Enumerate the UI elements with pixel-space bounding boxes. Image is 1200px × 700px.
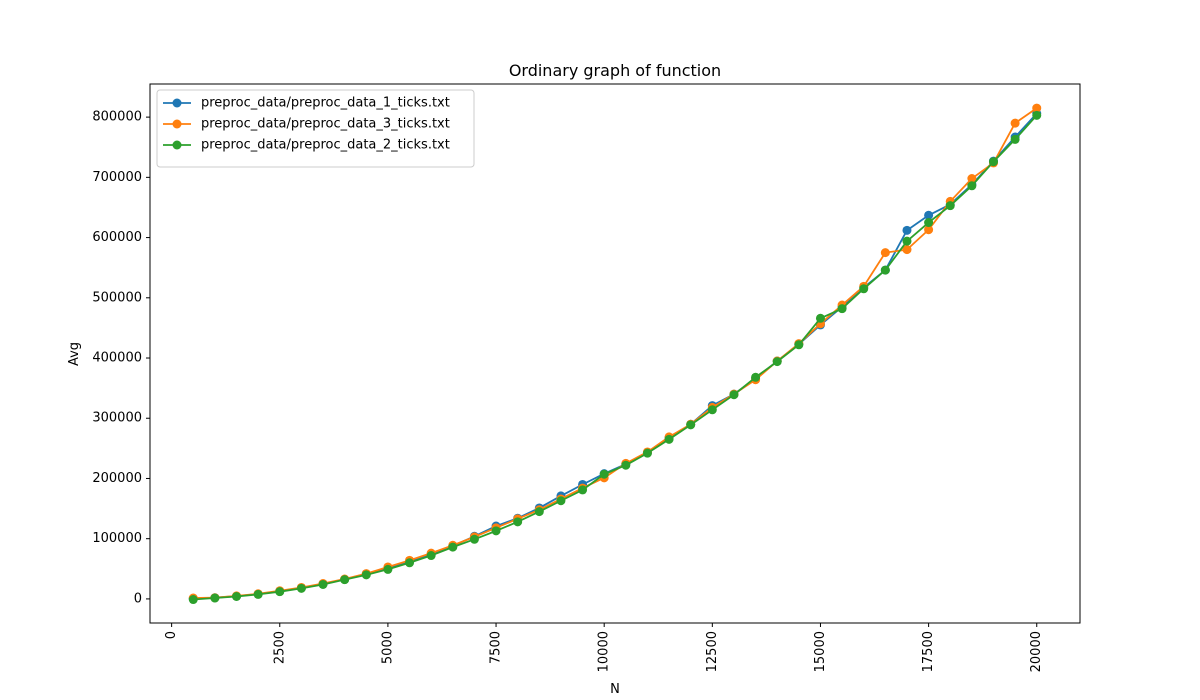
- legend-label: preproc_data/preproc_data_3_ticks.txt: [201, 117, 450, 132]
- data-point: [902, 245, 912, 255]
- data-point: [340, 575, 350, 585]
- legend-box: [156, 89, 475, 168]
- data-point: [751, 372, 761, 382]
- data-point: [707, 405, 717, 415]
- data-point: [491, 526, 501, 536]
- data-point: [361, 570, 371, 580]
- legend-marker: [172, 98, 182, 108]
- data-point: [642, 448, 652, 458]
- y-tick-label: 700000: [92, 170, 142, 185]
- data-point: [578, 485, 588, 495]
- data-point: [599, 469, 609, 479]
- y-tick-label: 800000: [92, 110, 142, 125]
- x-tick-label: 2500: [272, 631, 287, 664]
- y-tick-label: 100000: [92, 531, 142, 546]
- data-point: [794, 340, 804, 350]
- x-tick-label: 15000: [813, 631, 828, 672]
- legend-item: preproc_data/preproc_data_1_ticks.txt: [163, 96, 450, 111]
- data-point: [945, 201, 955, 211]
- chart-title: Ordinary graph of function: [509, 61, 721, 80]
- data-point: [902, 236, 912, 246]
- data-point: [924, 210, 934, 220]
- series-3: [188, 110, 1042, 605]
- data-point: [513, 517, 523, 527]
- data-point: [967, 174, 977, 184]
- data-point: [686, 420, 696, 430]
- data-point: [621, 460, 631, 470]
- data-point: [1010, 134, 1020, 144]
- data-point: [988, 157, 998, 167]
- legend-item: preproc_data/preproc_data_2_ticks.txt: [163, 138, 450, 153]
- x-axis-label: N: [610, 682, 620, 697]
- data-point: [967, 181, 977, 191]
- data-point: [188, 595, 198, 605]
- y-tick-label: 0: [134, 591, 142, 606]
- x-tick-label: 5000: [380, 631, 395, 664]
- data-point: [405, 558, 415, 568]
- data-point: [383, 564, 393, 574]
- data-point: [318, 579, 328, 589]
- data-point: [296, 583, 306, 593]
- x-tick-label: 12500: [705, 631, 720, 672]
- axes-layer: 0 2500 5000 7500 10000 12500 15000 17500 2000001…: [92, 110, 1044, 673]
- data-point: [469, 534, 479, 544]
- data-point: [253, 589, 263, 599]
- data-point: [924, 218, 934, 228]
- data-point: [232, 592, 242, 602]
- y-tick-label: 200000: [92, 471, 142, 486]
- data-point: [880, 265, 890, 275]
- y-tick-label: 300000: [92, 411, 142, 426]
- data-point: [815, 313, 825, 323]
- y-axis-label: Avg: [67, 342, 82, 366]
- plot-frame: [149, 83, 1081, 624]
- data-point: [426, 551, 436, 561]
- data-point: [1010, 118, 1020, 128]
- legend: preproc_data/preproc_data_1_ticks.txtpre…: [156, 89, 475, 168]
- data-point: [534, 507, 544, 517]
- data-point: [837, 304, 847, 314]
- series-layer: [188, 103, 1042, 605]
- legend-marker: [172, 119, 182, 129]
- x-tick-label: 10000: [597, 631, 612, 672]
- legend-label: preproc_data/preproc_data_2_ticks.txt: [201, 138, 450, 153]
- data-point: [448, 542, 458, 552]
- data-point: [772, 357, 782, 367]
- legend-item: preproc_data/preproc_data_3_ticks.txt: [163, 117, 450, 132]
- data-point: [556, 496, 566, 506]
- data-point: [1032, 103, 1042, 113]
- x-tick-label: 0: [164, 631, 179, 639]
- data-point: [664, 434, 674, 444]
- x-tick-label: 17500: [921, 631, 936, 672]
- x-tick-label: 7500: [489, 631, 504, 664]
- y-tick-label: 600000: [92, 230, 142, 245]
- data-point: [1032, 110, 1042, 120]
- data-point: [859, 284, 869, 294]
- data-point: [924, 225, 934, 235]
- series-line: [193, 114, 1038, 601]
- data-point: [275, 587, 285, 597]
- x-tick-label: 20000: [1029, 631, 1044, 672]
- data-point: [880, 248, 890, 258]
- y-tick-label: 500000: [92, 290, 142, 305]
- data-point: [729, 390, 739, 400]
- y-tick-label: 400000: [92, 351, 142, 366]
- legend-label: preproc_data/preproc_data_1_ticks.txt: [201, 96, 450, 111]
- data-point: [902, 225, 912, 235]
- legend-marker: [172, 140, 182, 150]
- data-point: [210, 593, 220, 603]
